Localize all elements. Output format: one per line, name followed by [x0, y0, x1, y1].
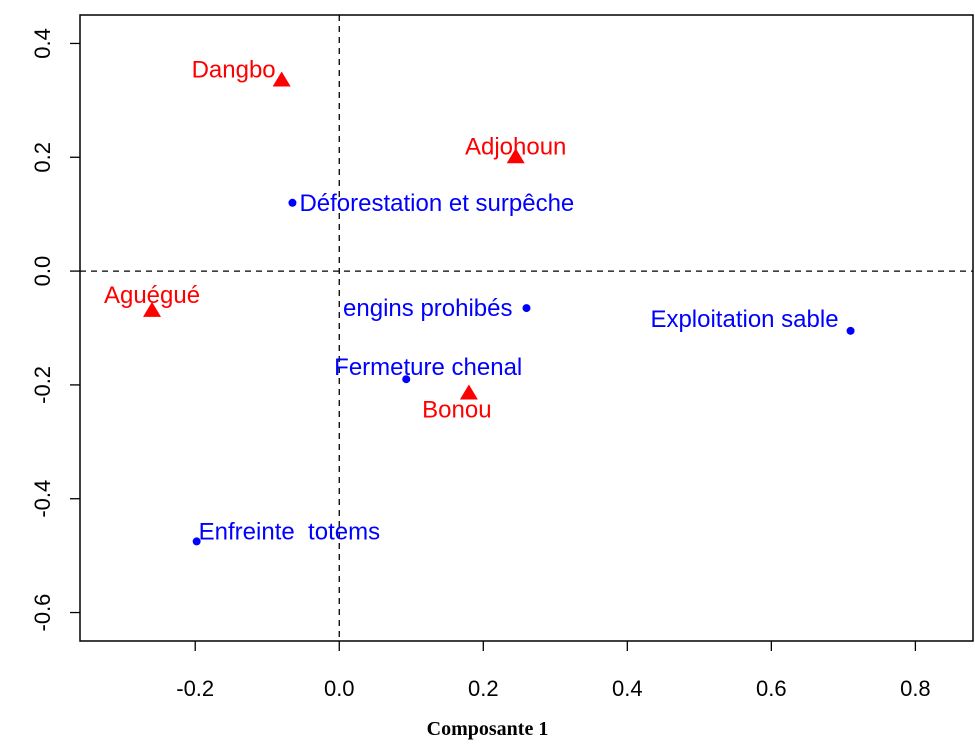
- plot-frame: [79, 14, 974, 642]
- x-tick-label: 0.2: [468, 676, 499, 701]
- triangle-point: [459, 384, 478, 400]
- x-tick-label: 0.8: [900, 676, 931, 701]
- triangle-point: [506, 148, 525, 164]
- point-label: Adjohoun: [465, 133, 566, 160]
- y-tick-label: 0.2: [30, 142, 55, 173]
- y-tick-label: -0.6: [30, 594, 55, 632]
- point-label: Bonou: [422, 396, 491, 423]
- dot-point: [402, 375, 411, 384]
- point-label: Enfreinte totems: [199, 518, 380, 545]
- y-tick-label: -0.2: [30, 366, 55, 404]
- point-label: Aguégué: [104, 282, 200, 309]
- dot-point: [192, 537, 201, 546]
- dot-point: [522, 304, 531, 313]
- point-label: Fermeture chenal: [334, 354, 522, 381]
- triangle-point: [143, 301, 162, 317]
- x-tick-label: -0.2: [176, 676, 214, 701]
- point-label: Exploitation sable: [650, 306, 838, 333]
- y-tick-label: 0.0: [30, 256, 55, 287]
- point-label: engins prohibés: [343, 295, 512, 322]
- x-tick-label: 0.4: [612, 676, 643, 701]
- dot-point: [288, 198, 297, 207]
- y-tick-label: -0.4: [30, 480, 55, 518]
- dot-point: [846, 326, 855, 335]
- triangle-point: [272, 71, 291, 87]
- x-tick-label: 0.6: [756, 676, 787, 701]
- point-label: Dangbo: [192, 56, 276, 83]
- point-label: Déforestation et surpêche: [299, 190, 574, 217]
- x-tick-label: 0.0: [324, 676, 355, 701]
- y-tick-label: 0.4: [30, 28, 55, 59]
- x-axis-label: Composante 1: [426, 718, 549, 740]
